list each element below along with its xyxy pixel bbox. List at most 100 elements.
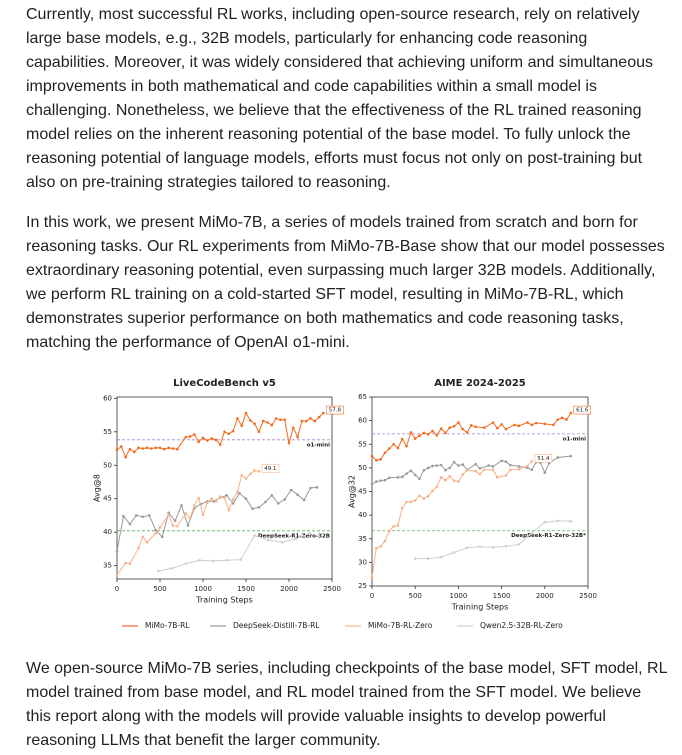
data-point: [435, 433, 439, 437]
data-point: [370, 454, 374, 458]
data-point: [313, 419, 317, 423]
data-point: [569, 519, 573, 523]
data-point: [513, 423, 516, 427]
data-point: [292, 426, 295, 430]
y-axis-label: Avg@32: [348, 475, 357, 508]
value-label-box: [326, 405, 344, 415]
data-point: [413, 437, 417, 440]
data-point: [141, 535, 145, 539]
data-point: [439, 463, 443, 467]
data-point: [444, 468, 447, 472]
data-point: [504, 545, 508, 548]
data-point: [145, 446, 149, 450]
y-tick-label: 35: [103, 562, 112, 570]
data-point: [474, 469, 477, 473]
data-point: [154, 446, 157, 450]
data-point: [322, 411, 325, 415]
data-point: [465, 546, 469, 550]
value-label: 57.8: [329, 408, 342, 414]
data-point: [556, 418, 560, 421]
data-point: [483, 426, 486, 430]
data-point: [240, 424, 243, 428]
data-point: [186, 524, 190, 527]
value-label: 61.6: [576, 408, 589, 414]
data-point: [379, 458, 382, 461]
data-point: [289, 488, 293, 492]
data-point: [244, 411, 248, 415]
data-point: [396, 524, 400, 527]
data-point: [448, 426, 452, 430]
data-point: [413, 499, 417, 502]
x-tick-label: 0: [115, 585, 119, 593]
data-point: [431, 429, 434, 433]
y-tick-label: 65: [358, 393, 367, 401]
data-point: [197, 440, 200, 444]
data-point: [569, 454, 573, 458]
data-point: [504, 427, 508, 431]
data-point: [565, 418, 568, 421]
data-point: [491, 465, 495, 468]
chart-title: AIME 2024-2025: [434, 378, 526, 389]
data-point: [375, 480, 378, 483]
data-point: [500, 423, 503, 426]
data-point: [267, 538, 270, 542]
data-point: [141, 447, 145, 450]
data-point: [231, 502, 235, 505]
series-line: [371, 460, 533, 578]
y-tick-label: 60: [358, 417, 367, 425]
data-point: [236, 417, 239, 420]
data-point: [223, 496, 226, 500]
legend-label: DeepSeek-Distill-7B-RL: [233, 621, 320, 630]
y-axis-label: Avg@8: [93, 474, 102, 502]
data-point: [287, 441, 291, 445]
data-point: [147, 514, 151, 517]
data-point: [474, 425, 477, 429]
data-point: [210, 437, 213, 440]
data-point: [483, 468, 486, 472]
data-point: [257, 506, 261, 509]
data-point: [495, 426, 499, 430]
data-point: [227, 432, 231, 436]
data-point: [392, 525, 395, 528]
data-point: [218, 495, 222, 498]
data-point: [452, 551, 456, 554]
y-tick-label: 40: [103, 528, 112, 536]
data-point: [418, 494, 421, 498]
x-axis-label: Training Steps: [195, 596, 253, 605]
value-label-box: [261, 463, 280, 473]
data-point: [444, 478, 447, 482]
series-line: [158, 533, 310, 572]
data-point: [478, 545, 482, 549]
data-point: [383, 478, 387, 482]
data-point: [457, 421, 460, 424]
data-point: [309, 486, 312, 490]
data-point: [439, 427, 443, 430]
data-point: [223, 430, 226, 434]
data-point: [279, 418, 282, 422]
data-point: [387, 476, 391, 480]
data-point: [500, 459, 503, 463]
x-tick-label: 500: [153, 585, 166, 593]
data-point: [170, 566, 174, 570]
data-point: [439, 476, 443, 479]
legend-label: Qwen2.5-32B-RL-Zero: [480, 621, 563, 630]
data-point: [122, 514, 125, 518]
data-point: [120, 445, 123, 448]
data-point: [218, 443, 222, 446]
x-tick-label: 0: [370, 592, 374, 600]
data-point: [266, 421, 269, 424]
data-point: [526, 464, 529, 468]
y-tick-label: 45: [103, 495, 112, 503]
legend-label: MiMo-7B-RL-Zero: [368, 621, 433, 630]
data-point: [370, 575, 374, 579]
series-line: [415, 520, 571, 560]
data-point: [296, 435, 299, 439]
data-point: [534, 421, 538, 425]
data-point: [212, 559, 215, 563]
data-point: [491, 421, 495, 424]
legend-label: MiMo-7B-RL: [145, 621, 190, 630]
data-point: [132, 450, 136, 454]
y-tick-label: 25: [358, 582, 367, 590]
data-point: [422, 431, 426, 435]
